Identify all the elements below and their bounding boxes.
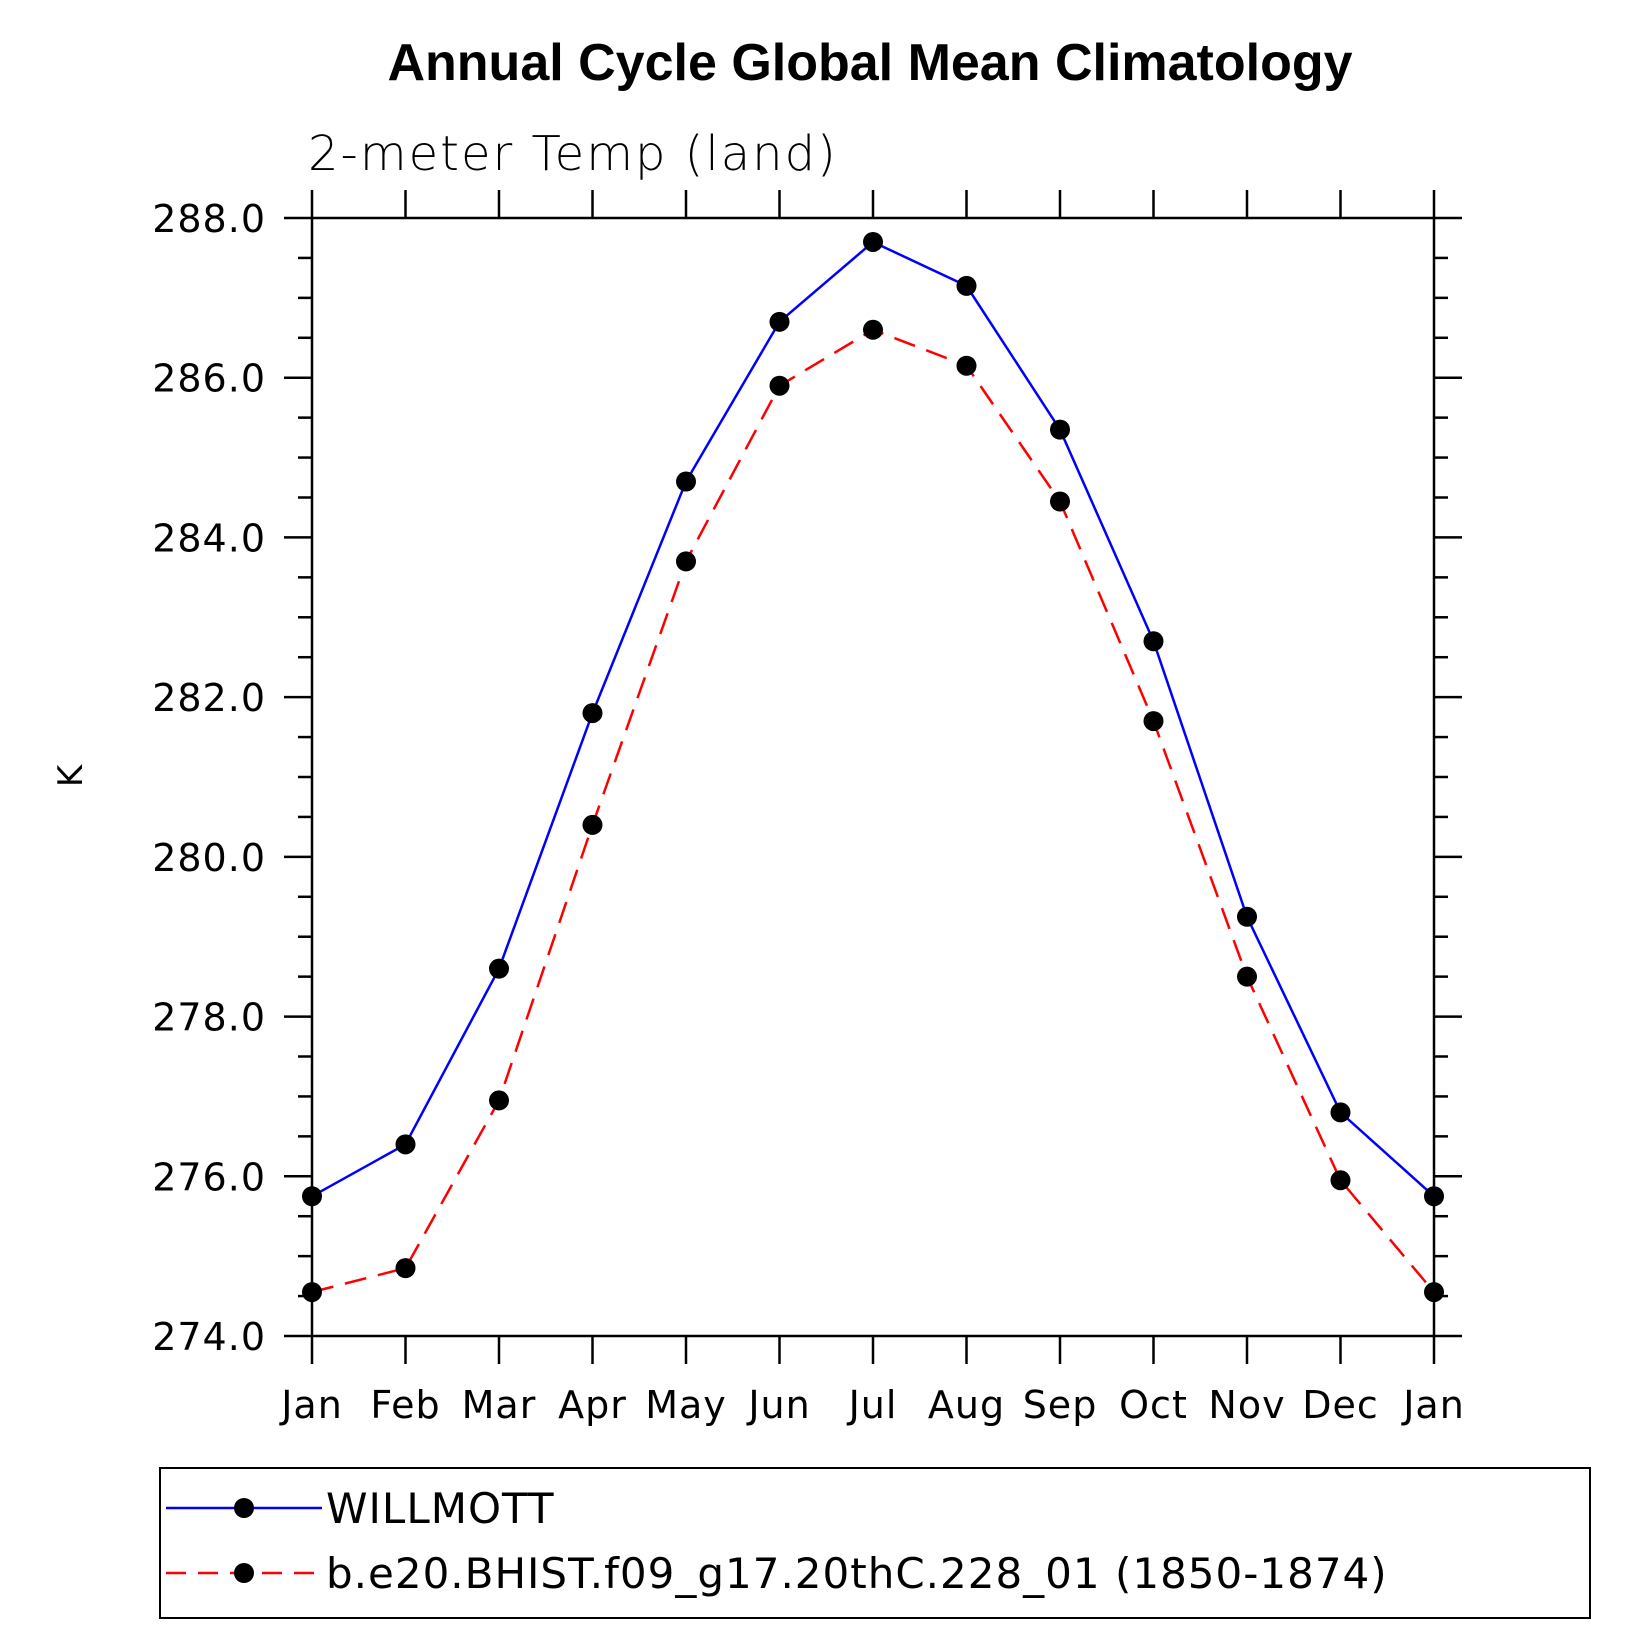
x-tick-label: Nov (1208, 1383, 1285, 1427)
legend-box (159, 1467, 1591, 1619)
x-tick-label: Jun (746, 1383, 810, 1427)
series-1-point (1143, 711, 1164, 732)
series-1-point (1237, 966, 1257, 987)
x-tick-label: Jan (1401, 1383, 1465, 1427)
series-1-point (582, 814, 603, 835)
y-tick-label: 282.0 (152, 676, 266, 720)
series-0-point (582, 703, 603, 724)
x-tick-label: Dec (1302, 1383, 1379, 1427)
chart-title: Annual Cycle Global Mean Climatology (387, 34, 1352, 92)
series-1-point (1050, 491, 1070, 512)
y-axis-label: K (51, 763, 91, 787)
y-tick-label: 286.0 (152, 357, 266, 401)
x-tick-label: Aug (928, 1383, 1005, 1427)
legend-label-0: WILLMOTT (326, 1484, 555, 1533)
y-tick-label: 276.0 (152, 1155, 266, 1199)
x-tick-label: May (645, 1383, 727, 1427)
series-0-point (489, 958, 509, 979)
y-tick-label: 288.0 (152, 197, 266, 241)
series-0-point (1237, 906, 1257, 927)
legend-marker-1 (234, 1563, 254, 1583)
legend-label-1: b.e20.BHIST.f09_g17.20thC.228_01 (1850-1… (326, 1549, 1388, 1598)
x-tick-label: Oct (1119, 1383, 1188, 1427)
legend-entries: WILLMOTT b.e20.BHIST.f09_g17.20thC.228_01… (166, 1484, 1388, 1598)
series-line-0 (311, 240, 1435, 1198)
series-1-point (676, 551, 696, 572)
x-tick-label: Apr (558, 1383, 627, 1427)
series-lines (311, 240, 1435, 1294)
y-tick-label: 284.0 (152, 516, 266, 560)
series-0-point (1330, 1102, 1351, 1123)
series-1-point (863, 319, 883, 340)
axis-ticks (284, 190, 1462, 1364)
y-tick-labels: 274.0 276.0 278.0 280.0 282.0 284.0 286.0 288.0 (152, 197, 266, 1359)
series-1-point (395, 1258, 416, 1279)
series-0-point (395, 1134, 416, 1155)
y-tick-label: 278.0 (152, 996, 266, 1040)
series-markers (302, 231, 1444, 1303)
series-0-point (1050, 419, 1070, 440)
series-1-point (1330, 1170, 1351, 1191)
plot-frame (310, 216, 1436, 1338)
series-0-point (676, 471, 696, 492)
series-0-point (1143, 631, 1164, 652)
series-line-1 (311, 328, 1435, 1294)
series-1-point (956, 355, 977, 376)
y-tick-label: 274.0 (152, 1315, 266, 1359)
series-1-point (769, 375, 790, 396)
series-0-point (956, 275, 977, 296)
x-tick-label: Sep (1023, 1383, 1098, 1427)
series-0-point (769, 311, 790, 332)
x-tick-label: Jan (279, 1383, 343, 1427)
x-tick-labels: Jan Feb Mar Apr May Jun Jul Aug Sep Oct Nov Dec Jan (279, 1383, 1465, 1427)
x-tick-label: Mar (462, 1383, 537, 1427)
y-tick-label: 280.0 (152, 836, 266, 880)
series-0-point (863, 231, 883, 252)
chart-subtitle: 2-meter Temp (land) (308, 126, 838, 182)
series-1-point (489, 1090, 509, 1111)
x-tick-label: Feb (370, 1383, 440, 1427)
x-tick-label: Jul (847, 1383, 898, 1427)
legend: WILLMOTT b.e20.BHIST.f09_g17.20thC.228_01… (159, 1467, 1591, 1619)
legend-marker-0 (234, 1498, 254, 1518)
